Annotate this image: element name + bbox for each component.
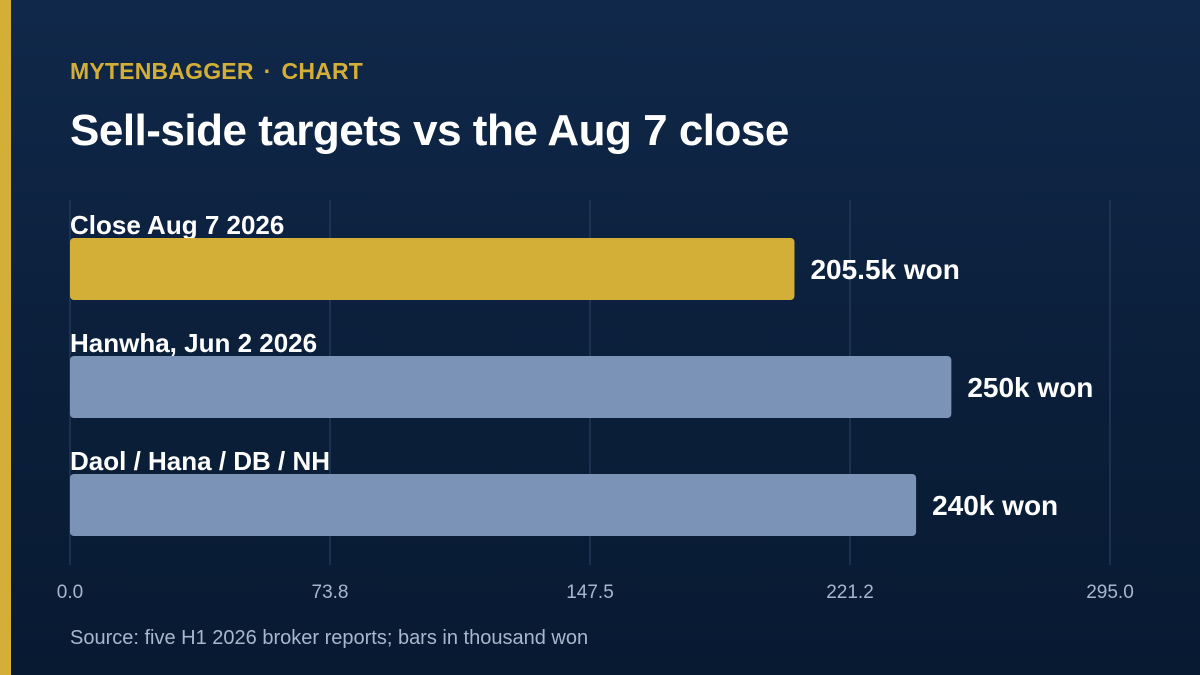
chart-title: Sell-side targets vs the Aug 7 close [70,106,789,155]
kicker: MYTENBAGGER · CHART [70,58,363,85]
x-tick-label: 221.2 [826,582,874,603]
kicker-brand: MYTENBAGGER [70,58,254,84]
bar-category-label: Daol / Hana / DB / NH [70,446,330,476]
x-tick-label: 73.8 [312,582,349,603]
bar-category-label: Close Aug 7 2026 [70,210,284,240]
x-tick-label: 0.0 [57,582,83,603]
bar-value-label: 250k won [967,372,1093,403]
bar [70,356,952,418]
kicker-section: CHART [281,58,364,84]
bar-category-label: Hanwha, Jun 2 2026 [70,328,317,358]
kicker-separator: · [263,58,272,84]
x-tick-label: 295.0 [1086,582,1134,603]
bar-value-label: 205.5k won [810,254,959,285]
accent-stripe [0,0,11,675]
x-tick-label: 147.5 [566,582,614,603]
bar [70,238,795,300]
bar [70,474,917,536]
source-note: Source: five H1 2026 broker reports; bar… [70,627,589,649]
bar-value-label: 240k won [932,490,1058,521]
